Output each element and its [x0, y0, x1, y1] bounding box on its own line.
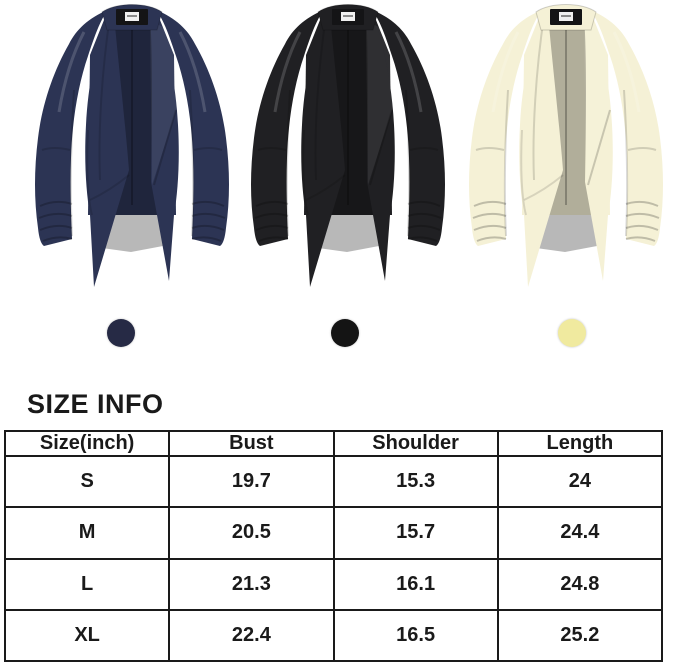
cell-bust: 20.5	[168, 506, 335, 560]
cell-length: 24.4	[496, 506, 664, 560]
cell-length: 24	[496, 454, 664, 509]
table-row-s: S 19.7 15.3 24	[3, 454, 664, 509]
blazer-graphic-black	[240, 0, 456, 310]
cell-length: 24.8	[496, 557, 664, 611]
size-info-heading: SIZE INFO	[27, 389, 164, 419]
color-swatch-cream	[558, 319, 586, 347]
col-header-length: Length	[496, 430, 664, 457]
cell-bust: 22.4	[168, 608, 335, 663]
blazer-photo-black	[240, 0, 456, 310]
col-header-size: Size(inch)	[3, 430, 171, 457]
cell-shoulder: 15.3	[332, 454, 499, 509]
blazer-graphic-navy	[24, 0, 240, 310]
cell-shoulder: 16.1	[332, 557, 499, 611]
col-header-shoulder: Shoulder	[332, 430, 499, 457]
cell-size: S	[3, 454, 171, 509]
size-chart-table: Size(inch) Bust Shoulder Length S 19.7 1…	[3, 430, 664, 663]
table-header-row: Size(inch) Bust Shoulder Length	[3, 430, 664, 457]
size-table-header: Size(inch) Bust Shoulder Length	[3, 430, 664, 457]
blazer-photo-navy	[24, 0, 240, 310]
color-swatch-black	[331, 319, 359, 347]
table-row-l: L 21.3 16.1 24.8	[3, 557, 664, 611]
cell-shoulder: 16.5	[332, 608, 499, 663]
blazer-graphic-cream	[458, 0, 674, 310]
col-header-bust: Bust	[168, 430, 335, 457]
cell-size: L	[3, 557, 171, 611]
cell-bust: 21.3	[168, 557, 335, 611]
cell-size: XL	[3, 608, 171, 663]
cell-bust: 19.7	[168, 454, 335, 509]
cell-length: 25.2	[496, 608, 664, 663]
cell-size: M	[3, 506, 171, 560]
blazer-photo-cream	[458, 0, 674, 310]
size-table-body: S 19.7 15.3 24 M 20.5 15.7 24.4 L 21.3 1…	[3, 454, 664, 663]
color-swatch-navy	[107, 319, 135, 347]
table-row-m: M 20.5 15.7 24.4	[3, 506, 664, 560]
cell-shoulder: 15.7	[332, 506, 499, 560]
table-row-xl: XL 22.4 16.5 25.2	[3, 608, 664, 663]
